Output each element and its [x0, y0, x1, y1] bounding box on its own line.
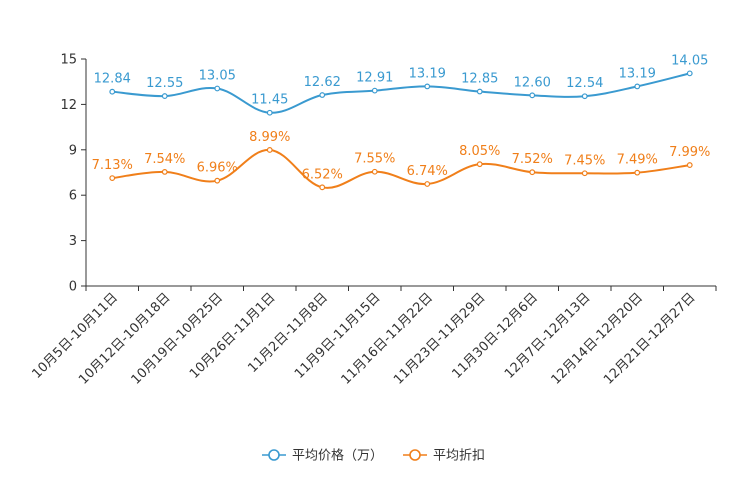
data-point[interactable]: [686, 70, 693, 77]
data-point[interactable]: [161, 168, 168, 175]
y-tick-label: 3: [69, 234, 77, 249]
data-point[interactable]: [476, 88, 483, 95]
data-label: 13.05: [199, 69, 236, 84]
data-point[interactable]: [161, 93, 168, 99]
legend-marker-icon: [409, 449, 421, 461]
y-tick-label: 0: [69, 280, 77, 295]
y-tick-label: 6: [69, 189, 77, 204]
data-label: 6.52%: [302, 167, 343, 182]
data-label: 12.54: [566, 76, 603, 91]
data-point[interactable]: [634, 83, 641, 90]
data-label: 12.84: [94, 72, 131, 87]
data-label: 12.62: [304, 75, 341, 90]
data-point[interactable]: [529, 92, 536, 99]
data-point[interactable]: [266, 147, 273, 153]
data-label: 12.85: [461, 72, 498, 87]
data-label: 7.55%: [354, 152, 395, 167]
data-label: 7.13%: [92, 158, 133, 173]
data-point[interactable]: [319, 184, 326, 191]
data-point[interactable]: [581, 170, 588, 177]
data-label: 12.55: [146, 76, 183, 91]
data-point[interactable]: [109, 88, 116, 95]
legend-label: 平均价格（万）: [292, 448, 383, 464]
series-2: [109, 147, 693, 191]
data-point[interactable]: [371, 168, 378, 175]
data-label: 8.99%: [249, 130, 290, 145]
x-tick-label: 10月12日-10月18日: [76, 290, 173, 387]
data-label: 11.45: [251, 93, 288, 108]
series-1: [109, 70, 693, 116]
legend-item-2[interactable]: 平均折扣: [403, 449, 485, 464]
data-point[interactable]: [634, 169, 641, 176]
x-tick-label: 10月5日-10月11日: [29, 290, 121, 382]
data-label: 7.99%: [669, 145, 710, 160]
data-label: 12.60: [514, 75, 551, 90]
data-point[interactable]: [686, 162, 693, 168]
legend-marker-icon: [268, 449, 280, 461]
data-point[interactable]: [214, 85, 221, 92]
series-line: [112, 72, 690, 114]
legend[interactable]: 平均价格（万） 平均折扣: [262, 448, 485, 464]
x-tick-label: 12月14日-12月20日: [549, 290, 646, 387]
data-point[interactable]: [476, 161, 483, 168]
data-label: 7.49%: [617, 153, 658, 168]
data-label: 6.74%: [407, 164, 448, 179]
data-label: 8.05%: [459, 144, 500, 159]
series-layer: [109, 70, 693, 191]
y-tick-label: 12: [60, 98, 77, 113]
data-label: 7.54%: [144, 152, 185, 167]
data-label: 7.52%: [512, 152, 553, 167]
data-point[interactable]: [266, 109, 273, 116]
data-label: 13.19: [409, 66, 446, 81]
data-label: 6.96%: [197, 161, 238, 176]
data-point[interactable]: [109, 175, 116, 181]
legend-label: 平均折扣: [433, 449, 485, 464]
legend-item-1[interactable]: 平均价格（万）: [262, 448, 383, 464]
data-point[interactable]: [371, 87, 378, 94]
x-tick-label: 11月16日-11月22日: [339, 290, 436, 387]
data-label: 12.91: [356, 71, 393, 86]
y-tick-label: 9: [69, 143, 77, 158]
data-labels: 12.84 12.55 13.05 11.45 12.62 12.91 13.19 12.85…: [92, 53, 711, 182]
y-tick-label: 15: [60, 53, 77, 68]
axes: 0 3 6 9 12 15 10月5日-10月11日10月12日-10月18日10月19日-…: [29, 53, 717, 388]
data-label: 7.45%: [564, 153, 605, 168]
data-point[interactable]: [424, 181, 431, 187]
x-tick-label: 12月21日-12月27日: [601, 290, 698, 387]
x-tick-label: 10月19日-10月25日: [129, 290, 226, 387]
data-point[interactable]: [214, 177, 221, 184]
data-point[interactable]: [319, 92, 326, 98]
data-point[interactable]: [424, 83, 431, 90]
data-point[interactable]: [581, 93, 588, 100]
data-label: 13.19: [619, 66, 656, 81]
data-point[interactable]: [529, 169, 536, 176]
x-tick-label: 11月23日-11月29日: [391, 290, 488, 387]
data-label: 14.05: [671, 53, 708, 68]
